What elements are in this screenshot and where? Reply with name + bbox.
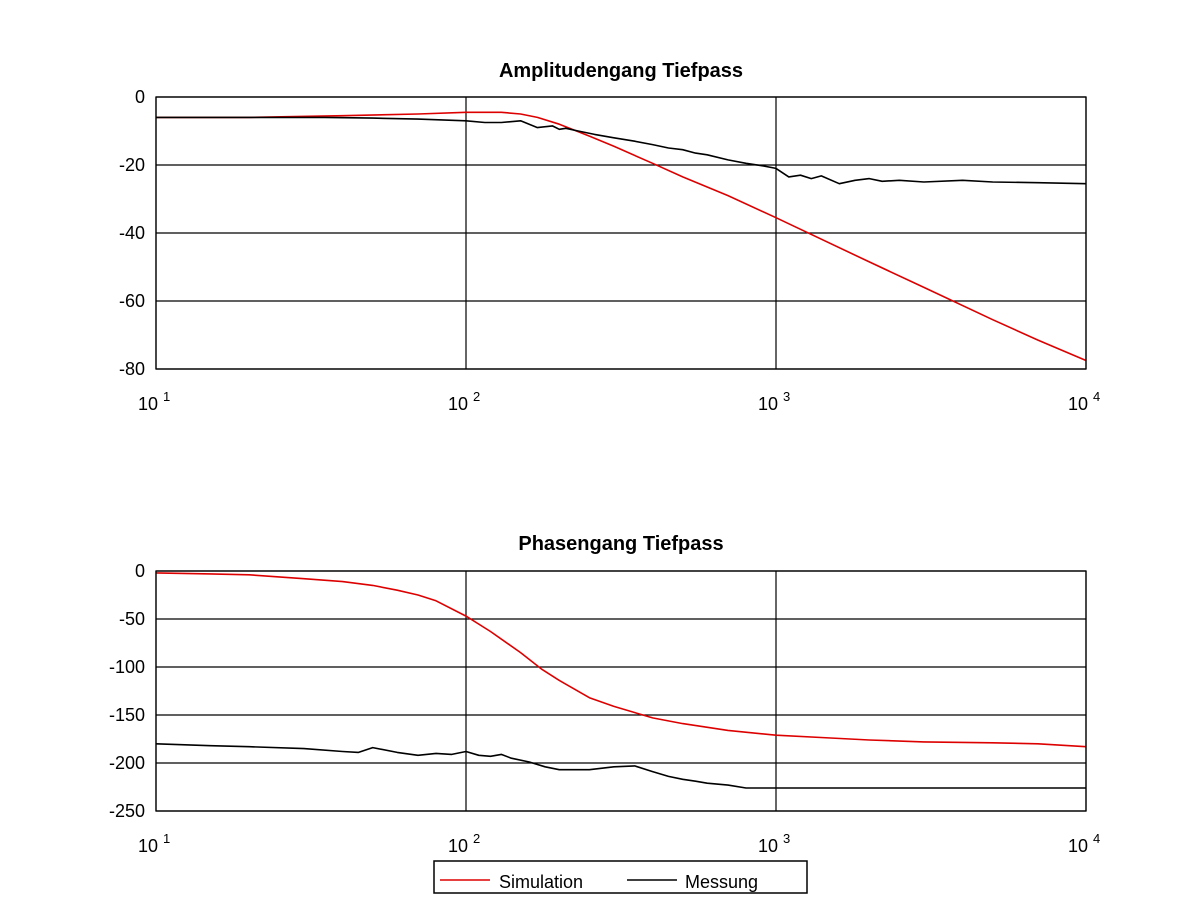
phase-y-tick-label: 0 (135, 561, 145, 581)
amplitude-x-tick-exponent: 4 (1093, 389, 1100, 404)
legend: Simulation Messung (433, 860, 808, 894)
amplitude-plot: Amplitudengang Tiefpass 0-20-40-60-80 10… (119, 60, 1100, 414)
amplitude-y-tick-label: -60 (119, 291, 145, 311)
phase-x-tick-label: 10 (758, 836, 778, 856)
phase-series-group (155, 572, 1087, 789)
phase-y-tick-label: -150 (109, 705, 145, 725)
amplitude-x-tick-label: 10 (448, 394, 468, 414)
legend-label-messung: Messung (685, 872, 758, 892)
amplitude-x-ticks: 10 1 10 2 10 3 10 4 (138, 389, 1100, 414)
phase-x-tick-exponent: 2 (473, 831, 480, 846)
amplitude-y-tick-label: -40 (119, 223, 145, 243)
amplitude-y-tick-label: -80 (119, 359, 145, 379)
amplitude-x-tick-label: 10 (758, 394, 778, 414)
phase-x-tick-exponent: 3 (783, 831, 790, 846)
amplitude-y-tick-label: 0 (135, 87, 145, 107)
phase-title: Phasengang Tiefpass (518, 533, 723, 555)
phase-x-tick-label: 10 (1068, 836, 1088, 856)
phase-x-tick-label: 10 (138, 836, 158, 856)
amplitude-title: Amplitudengang Tiefpass (499, 60, 743, 82)
phase-series-messung (155, 743, 1086, 789)
amplitude-axes-box (155, 96, 1087, 370)
phase-x-ticks: 10 1 10 2 10 3 10 4 (138, 831, 1100, 856)
legend-label-simulation: Simulation (499, 872, 583, 892)
legend-box (433, 860, 808, 894)
amplitude-series-group (156, 111, 1087, 362)
phase-series-simulation (155, 572, 1087, 748)
amplitude-x-tick-exponent: 2 (473, 389, 480, 404)
phase-axes-box (155, 570, 1087, 812)
amplitude-y-tick-label: -20 (119, 155, 145, 175)
amplitude-x-tick-exponent: 3 (783, 389, 790, 404)
phase-y-ticks: 0 -50 -100 -150 -200 -250 (109, 561, 145, 821)
phase-y-tick-label: -50 (119, 609, 145, 629)
amplitude-x-tick-label: 10 (1068, 394, 1088, 414)
phase-x-tick-exponent: 4 (1093, 831, 1100, 846)
amplitude-series-messung (156, 116, 1087, 185)
phase-y-tick-label: -100 (109, 657, 145, 677)
phase-y-tick-label: -250 (109, 801, 145, 821)
amplitude-x-tick-exponent: 1 (163, 389, 170, 404)
phase-x-tick-label: 10 (448, 836, 468, 856)
phase-x-tick-exponent: 1 (163, 831, 170, 846)
amplitude-series-simulation (156, 111, 1087, 362)
phase-y-tick-label: -200 (109, 753, 145, 773)
amplitude-x-tick-label: 10 (138, 394, 158, 414)
amplitude-y-ticks: 0 -20 -40 -60 -80 (119, 87, 145, 379)
phase-plot: Phasengang Tiefpass 0 -50 -100 -150 -200 -250… (109, 533, 1100, 856)
